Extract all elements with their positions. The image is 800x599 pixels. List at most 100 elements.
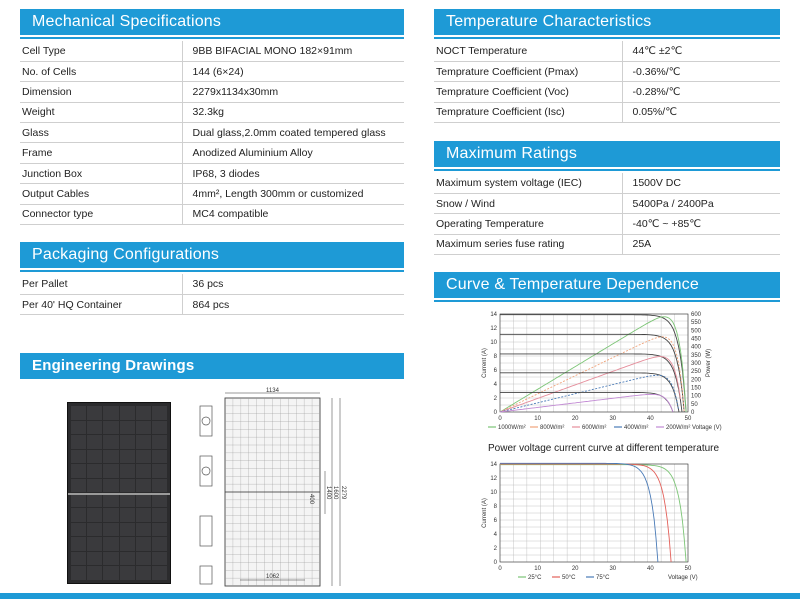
spec-label: Dimension <box>20 81 182 103</box>
legend-label: 600W/m² <box>582 425 606 431</box>
y2-tick-label: 50 <box>691 402 698 408</box>
y2-tick-label: 600 <box>691 312 702 318</box>
table-row: Temprature Coefficient (Isc) 0.05%/℃ <box>434 102 780 124</box>
spec-label: Connector type <box>20 204 182 226</box>
spec-label: Weight <box>20 102 182 124</box>
y-tick-label: 14 <box>490 462 497 468</box>
y-tick-label: 6 <box>494 368 498 374</box>
x-tick-label: 0 <box>498 416 502 422</box>
y2-tick-label: 400 <box>691 345 702 351</box>
series-line <box>500 462 659 563</box>
spec-label: Cell Type <box>20 41 182 62</box>
y2-tick-label: 450 <box>691 337 702 343</box>
spec-label: Frame <box>20 142 182 164</box>
table-row: Temprature Coefficient (Voc) -0.28%/℃ <box>434 81 780 103</box>
engineering-title: Engineering Drawings <box>32 357 195 374</box>
spec-value: 1500V DC <box>621 173 780 194</box>
temperature-title: Temperature Characteristics <box>446 13 652 30</box>
y-tick-label: 10 <box>490 490 497 496</box>
series-line <box>500 464 687 563</box>
series-line <box>500 372 680 413</box>
y2-tick-label: 100 <box>691 394 702 400</box>
series-line <box>500 391 674 413</box>
table-row: Connector type MC4 compatible <box>20 204 404 226</box>
y-axis-label: Current (A) <box>482 498 488 528</box>
table-row: Operating Temperature -40℃ ~ +85℃ <box>434 213 780 235</box>
packaging-title: Packaging Configurations <box>32 246 220 263</box>
temperature-table: NOCT Temperature 44℃ ±2℃ Temprature Coeffi… <box>434 41 780 124</box>
x-tick-label: 10 <box>534 566 541 572</box>
spec-label: Maximum system voltage (IEC) <box>434 173 622 194</box>
spec-label: Operating Temperature <box>434 213 622 235</box>
spec-label: Temprature Coefficient (Voc) <box>434 81 622 103</box>
spec-label: Temprature Coefficient (Pmax) <box>434 61 622 83</box>
y-tick-label: 10 <box>490 340 497 346</box>
dim-mount: 400 <box>308 494 314 505</box>
spec-value: 25A <box>621 234 780 256</box>
table-row: Maximum series fuse rating 25A <box>434 234 780 256</box>
spec-label: Per 40' HQ Container <box>20 294 182 316</box>
dim-inner: 1062 <box>266 574 280 580</box>
curve-header: Curve & Temperature Dependence <box>434 272 780 302</box>
legend-label: 800W/m² <box>540 425 564 431</box>
series-line <box>500 463 672 563</box>
y2-tick-label: 200 <box>691 377 702 383</box>
x-tick-label: 50 <box>685 416 692 422</box>
spec-value: 36 pcs <box>181 274 404 295</box>
table-row: Temprature Coefficient (Pmax) -0.36%/℃ <box>434 61 780 83</box>
x-axis-label: Voltage (V) <box>692 425 722 431</box>
spec-value: -0.36%/℃ <box>621 61 780 83</box>
spec-value: 44℃ ±2℃ <box>621 41 780 62</box>
y-tick-label: 12 <box>490 326 497 332</box>
spec-value: 2279x1134x30mm <box>181 81 404 103</box>
grid <box>499 463 689 563</box>
power-series-line <box>499 356 681 413</box>
y2-axis-label: Power (W) <box>706 349 712 377</box>
y-tick-label: 2 <box>494 396 498 402</box>
series-line <box>500 333 685 413</box>
x-tick-label: 10 <box>534 416 541 422</box>
y-tick-label: 4 <box>494 532 498 538</box>
y-tick-label: 8 <box>494 354 498 360</box>
x-axis-label: Voltage (V) <box>668 575 698 581</box>
x-tick-label: 40 <box>647 416 654 422</box>
spec-label: Maximum series fuse rating <box>434 234 622 256</box>
table-row: Cell Type 9BB BIFACIAL MONO 182×91mm <box>20 41 404 62</box>
y-tick-label: 0 <box>494 560 498 566</box>
spec-label: No. of Cells <box>20 61 182 83</box>
y2-tick-label: 0 <box>691 410 695 416</box>
table-row: Output Cables 4mm², Length 300mm or custo… <box>20 183 404 205</box>
power-series-line <box>499 393 674 413</box>
spec-value: 9BB BIFACIAL MONO 182×91mm <box>181 41 404 62</box>
table-row: Per 40' HQ Container 864 pcs <box>20 294 404 316</box>
table-row: Weight 32.3kg <box>20 102 404 124</box>
y-axis-label: Current (A) <box>482 348 488 378</box>
table-row: Dimension 2279x1134x30mm <box>20 81 404 103</box>
x-tick-label: 30 <box>609 416 616 422</box>
spec-value: MC4 compatible <box>181 204 404 226</box>
dim-length: 2279 <box>340 486 346 500</box>
spec-label: Temprature Coefficient (Isc) <box>434 102 622 124</box>
power-series-line <box>499 316 687 413</box>
legend-label: 75°C <box>596 575 610 581</box>
x-tick-label: 20 <box>572 416 579 422</box>
dim-width: 1134 <box>266 388 280 394</box>
table-row: Glass Dual glass,2.0mm coated tempered gl… <box>20 122 404 144</box>
legend-label: 200W/m² <box>666 425 690 431</box>
spec-value: 32.3kg <box>181 102 404 124</box>
x-tick-label: 30 <box>609 566 616 572</box>
y2-tick-label: 300 <box>691 361 702 367</box>
spec-value: 4mm², Length 300mm or customized <box>181 183 404 205</box>
solar-panel-image <box>67 402 171 584</box>
table-row: Snow / Wind 5400Pa / 2400Pa <box>434 193 780 215</box>
spec-value: 5400Pa / 2400Pa <box>621 193 780 215</box>
temperature-chart-title: Power voltage current curve at different… <box>488 443 720 454</box>
table-row: Junction Box IP68, 3 diodes <box>20 163 404 185</box>
table-row: No. of Cells 144 (6×24) <box>20 61 404 83</box>
y2-tick-label: 550 <box>691 320 702 326</box>
table-row: Maximum system voltage (IEC) 1500V DC <box>434 173 780 194</box>
y-tick-label: 2 <box>494 546 498 552</box>
ratings-table: Maximum system voltage (IEC) 1500V DC Snow… <box>434 173 780 256</box>
legend-label: 50°C <box>562 575 576 581</box>
